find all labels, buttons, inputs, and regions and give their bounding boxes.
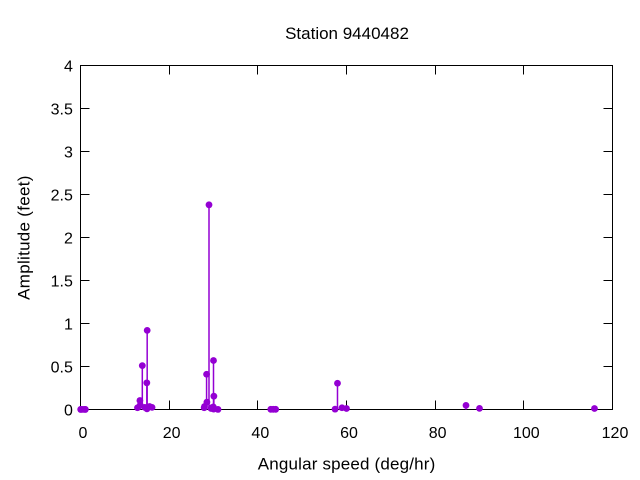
svg-text:2: 2 [64, 231, 73, 248]
svg-text:120: 120 [602, 425, 629, 442]
svg-text:60: 60 [340, 425, 358, 442]
svg-text:Angular speed (deg/hr): Angular speed (deg/hr) [258, 455, 436, 474]
svg-text:1: 1 [64, 317, 73, 334]
svg-text:100: 100 [513, 425, 540, 442]
svg-text:3: 3 [64, 145, 73, 162]
svg-text:1.5: 1.5 [51, 274, 73, 291]
svg-text:2.5: 2.5 [51, 188, 73, 205]
svg-text:Station 9440482: Station 9440482 [285, 24, 409, 43]
svg-text:4: 4 [64, 59, 73, 76]
svg-text:0.5: 0.5 [51, 360, 73, 377]
svg-text:0: 0 [64, 403, 73, 420]
svg-text:80: 80 [429, 425, 447, 442]
svg-text:3.5: 3.5 [51, 102, 73, 119]
svg-text:40: 40 [251, 425, 269, 442]
svg-text:20: 20 [163, 425, 181, 442]
svg-text:Amplitude (feet): Amplitude (feet) [14, 175, 33, 299]
svg-text:0: 0 [79, 425, 88, 442]
